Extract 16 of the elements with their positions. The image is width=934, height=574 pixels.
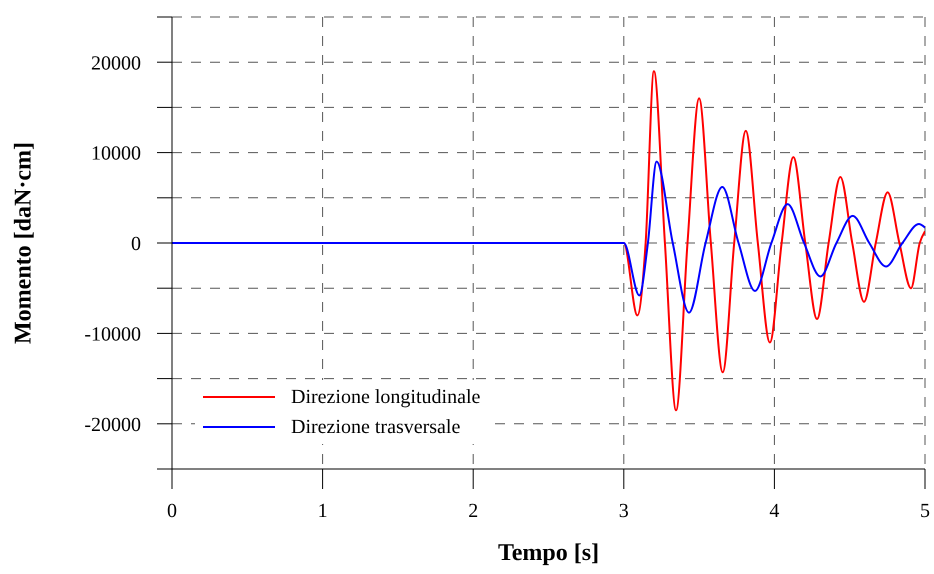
x-axis-title: Tempo [s] [498, 540, 600, 566]
x-tick-label: 1 [318, 500, 328, 522]
legend-label: Direzione trasversale [291, 416, 460, 438]
y-tick-label: 10000 [91, 142, 141, 165]
x-tick-label: 3 [618, 500, 629, 522]
x-tick-label: 2 [468, 500, 478, 522]
y-tick-label: -10000 [84, 324, 141, 346]
legend-label: Direzione longitudinale [291, 386, 480, 408]
x-tick-label: 4 [769, 500, 780, 522]
x-tick-label: 0 [167, 500, 177, 522]
y-tick-label: 20000 [91, 52, 141, 74]
y-tick-label: 0 [131, 233, 141, 256]
line-series [172, 160, 925, 314]
y-axis-title: Momento [daN·cm] [10, 142, 37, 344]
y-tick-label: -20000 [84, 414, 141, 436]
x-tick-label: 5 [920, 500, 930, 522]
